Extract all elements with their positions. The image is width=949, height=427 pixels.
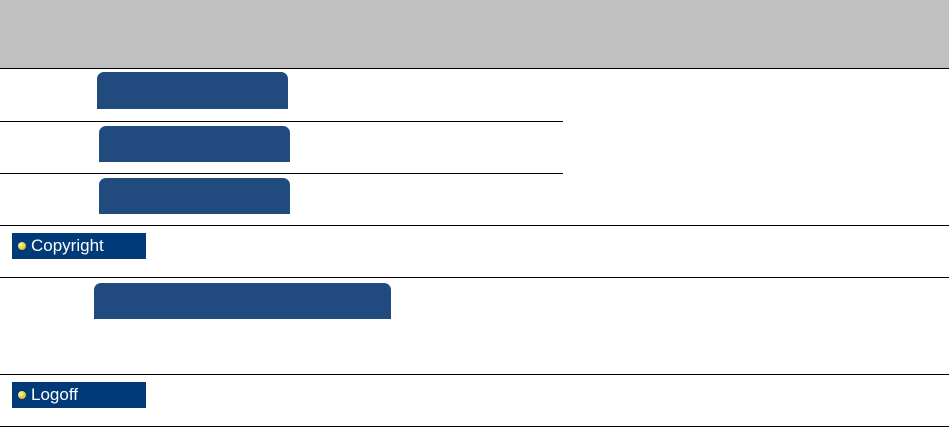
tab[interactable] (94, 283, 391, 319)
header-bar (0, 0, 949, 68)
separator (0, 173, 563, 174)
menu-label: Copyright (31, 236, 104, 255)
separator (0, 374, 949, 375)
menu-label: Logoff (31, 385, 78, 404)
separator (0, 277, 949, 278)
bullet (18, 391, 26, 399)
tab[interactable] (97, 72, 288, 109)
menu-button[interactable]: Logoff (12, 382, 146, 408)
separator (0, 68, 949, 69)
separator (0, 225, 949, 226)
tab[interactable] (99, 178, 290, 214)
menu-button[interactable]: Copyright (12, 233, 146, 259)
tab[interactable] (99, 126, 290, 162)
separator (0, 121, 563, 122)
bullet (18, 242, 26, 250)
